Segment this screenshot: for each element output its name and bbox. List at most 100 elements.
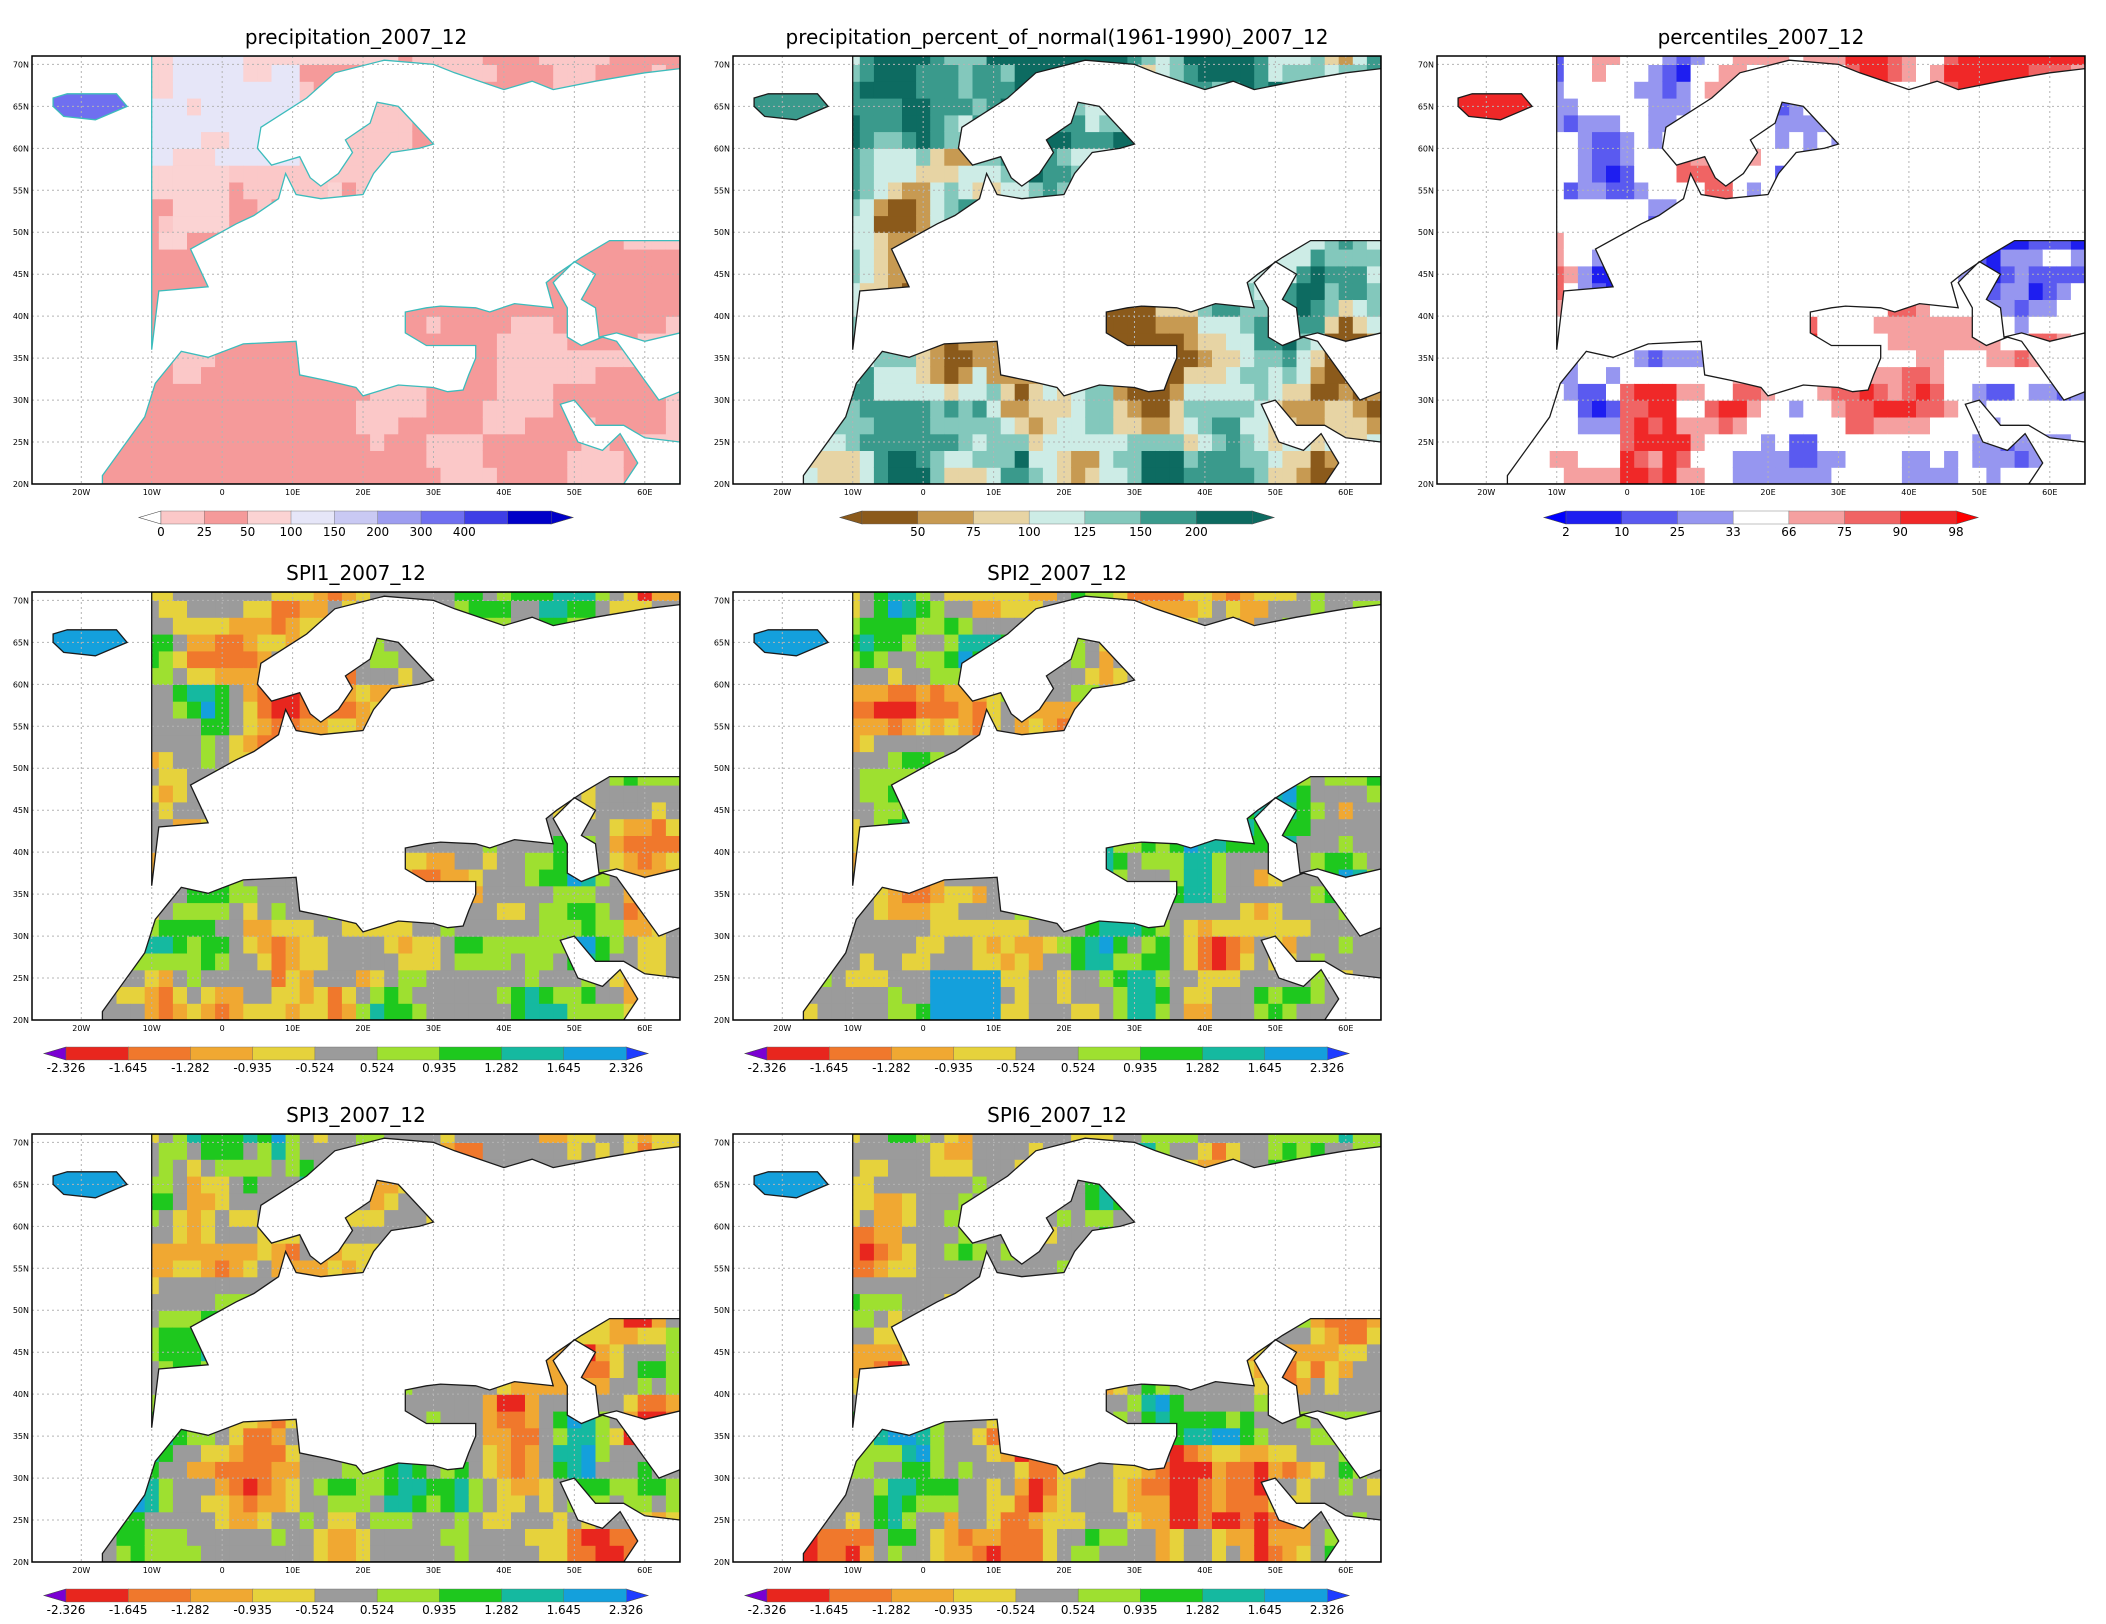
colorbar-segment <box>954 1047 1017 1060</box>
colorbar-label: 150 <box>1129 525 1152 539</box>
lon-tick-label: 0 <box>220 1566 225 1575</box>
colorbar-label: 1.282 <box>1185 1603 1219 1617</box>
lon-tick-label: 60E <box>2042 488 2057 497</box>
lat-tick-label: 60N <box>13 680 29 689</box>
colorbar-label: 1.645 <box>1248 1603 1282 1617</box>
colorbar-segment <box>502 1589 565 1602</box>
colorbar-label: 50 <box>240 525 255 539</box>
lat-tick-label: 40N <box>13 848 29 857</box>
map-area <box>733 48 1382 485</box>
colorbar-label: 150 <box>323 525 346 539</box>
colorbar-label: 50 <box>910 525 925 539</box>
lat-tick-label: 45N <box>714 806 730 815</box>
colorbar-segment <box>66 1589 129 1602</box>
lon-tick-label: 20W <box>773 1566 791 1575</box>
colorbar-arrow-left <box>44 1047 66 1060</box>
lon-tick-label: 20E <box>355 488 370 497</box>
lon-tick-label: 10W <box>143 1566 161 1575</box>
colorbar-label: -0.935 <box>233 1061 272 1075</box>
lat-tick-label: 20N <box>13 1016 29 1025</box>
lon-tick-label: 10E <box>986 1024 1001 1033</box>
lon-tick-label: 20W <box>773 1024 791 1033</box>
lat-tick-label: 60N <box>714 680 730 689</box>
lon-tick-label: 40E <box>1901 488 1916 497</box>
colorbar-arrow-right <box>1327 1589 1349 1602</box>
colorbar-label: 2.326 <box>609 1061 643 1075</box>
lon-tick-label: 20E <box>355 1024 370 1033</box>
lat-tick-label: 30N <box>714 1474 730 1483</box>
lat-tick-label: 65N <box>714 102 730 111</box>
lon-tick-label: 10E <box>285 1024 300 1033</box>
colorbar-segment <box>253 1047 316 1060</box>
lat-tick-label: 35N <box>1418 354 1434 363</box>
colorbar-segment <box>1203 1047 1266 1060</box>
lat-tick-label: 50N <box>13 764 29 773</box>
colorbar-segment <box>1203 1589 1266 1602</box>
map-panel-pctnormal: precipitation_percent_of_normal(1961-199… <box>714 25 1382 539</box>
lon-tick-label: 0 <box>220 1024 225 1033</box>
colorbar-segment <box>1078 1047 1141 1060</box>
colorbar-arrow-left <box>745 1589 767 1602</box>
lon-tick-label: 10E <box>986 488 1001 497</box>
colorbar-segment <box>128 1589 191 1602</box>
map-panel-percentiles: percentiles_2007_1270N65N60N55N50N45N40N… <box>1418 25 2086 539</box>
lat-tick-label: 20N <box>13 1558 29 1567</box>
lat-tick-label: 70N <box>13 60 29 69</box>
lat-tick-label: 35N <box>714 1432 730 1441</box>
lat-tick-label: 35N <box>714 354 730 363</box>
lat-tick-label: 30N <box>714 932 730 941</box>
lat-tick-label: 70N <box>1418 60 1434 69</box>
colorbar-label: -0.935 <box>934 1603 973 1617</box>
colorbar-label: 2.326 <box>609 1603 643 1617</box>
colorbar-label: -0.524 <box>296 1603 335 1617</box>
lat-tick-label: 70N <box>714 60 730 69</box>
colorbar-label: 2 <box>1562 525 1570 539</box>
panel-title: SPI6_2007_12 <box>987 1103 1127 1127</box>
colorbar-segment <box>377 1589 440 1602</box>
lat-tick-label: 45N <box>13 806 29 815</box>
lon-tick-label: 10W <box>143 488 161 497</box>
lon-tick-label: 30E <box>426 488 441 497</box>
lat-tick-label: 20N <box>714 1558 730 1567</box>
lat-tick-label: 25N <box>13 1516 29 1525</box>
panel-title: SPI1_2007_12 <box>286 561 426 585</box>
lon-tick-label: 20W <box>72 1024 90 1033</box>
colorbar-segment <box>315 1589 378 1602</box>
colorbar-label: 75 <box>1837 525 1852 539</box>
colorbar-label: 0.524 <box>360 1603 394 1617</box>
lon-tick-label: 40E <box>1197 1024 1212 1033</box>
lat-tick-label: 20N <box>1418 480 1434 489</box>
map-area <box>1437 48 2086 485</box>
colorbar-segment <box>891 1589 954 1602</box>
colorbar-label: 33 <box>1726 525 1741 539</box>
colorbar-label: 0.935 <box>422 1061 456 1075</box>
lat-tick-label: 50N <box>714 1306 730 1315</box>
map-area <box>733 584 1382 1021</box>
lon-tick-label: 50E <box>1268 488 1283 497</box>
colorbar-segment <box>253 1589 316 1602</box>
colorbar-segment <box>1677 511 1733 524</box>
lon-tick-label: 60E <box>637 488 652 497</box>
colorbar-label: 1.282 <box>484 1061 518 1075</box>
colorbar-label: 1.645 <box>547 1603 581 1617</box>
lat-tick-label: 55N <box>13 186 29 195</box>
lat-tick-label: 35N <box>714 890 730 899</box>
colorbar-label: 1.645 <box>1248 1061 1282 1075</box>
lon-tick-label: 20W <box>72 1566 90 1575</box>
colorbar-label: -0.524 <box>296 1061 335 1075</box>
colorbar-label: 1.282 <box>484 1603 518 1617</box>
lat-tick-label: 65N <box>1418 102 1434 111</box>
colorbar-label: -1.282 <box>171 1603 210 1617</box>
lat-tick-label: 65N <box>714 1180 730 1189</box>
colorbar-segment <box>508 511 552 524</box>
lat-tick-label: 30N <box>714 396 730 405</box>
colorbar-arrow-left <box>44 1589 66 1602</box>
colorbar-arrow-left <box>1544 511 1566 524</box>
colorbar-label: -2.326 <box>748 1061 787 1075</box>
colorbar-arrow-left <box>139 511 161 524</box>
colorbar-label: -1.645 <box>810 1603 849 1617</box>
map-area <box>733 1126 1382 1563</box>
colorbar-arrow-left <box>745 1047 767 1060</box>
